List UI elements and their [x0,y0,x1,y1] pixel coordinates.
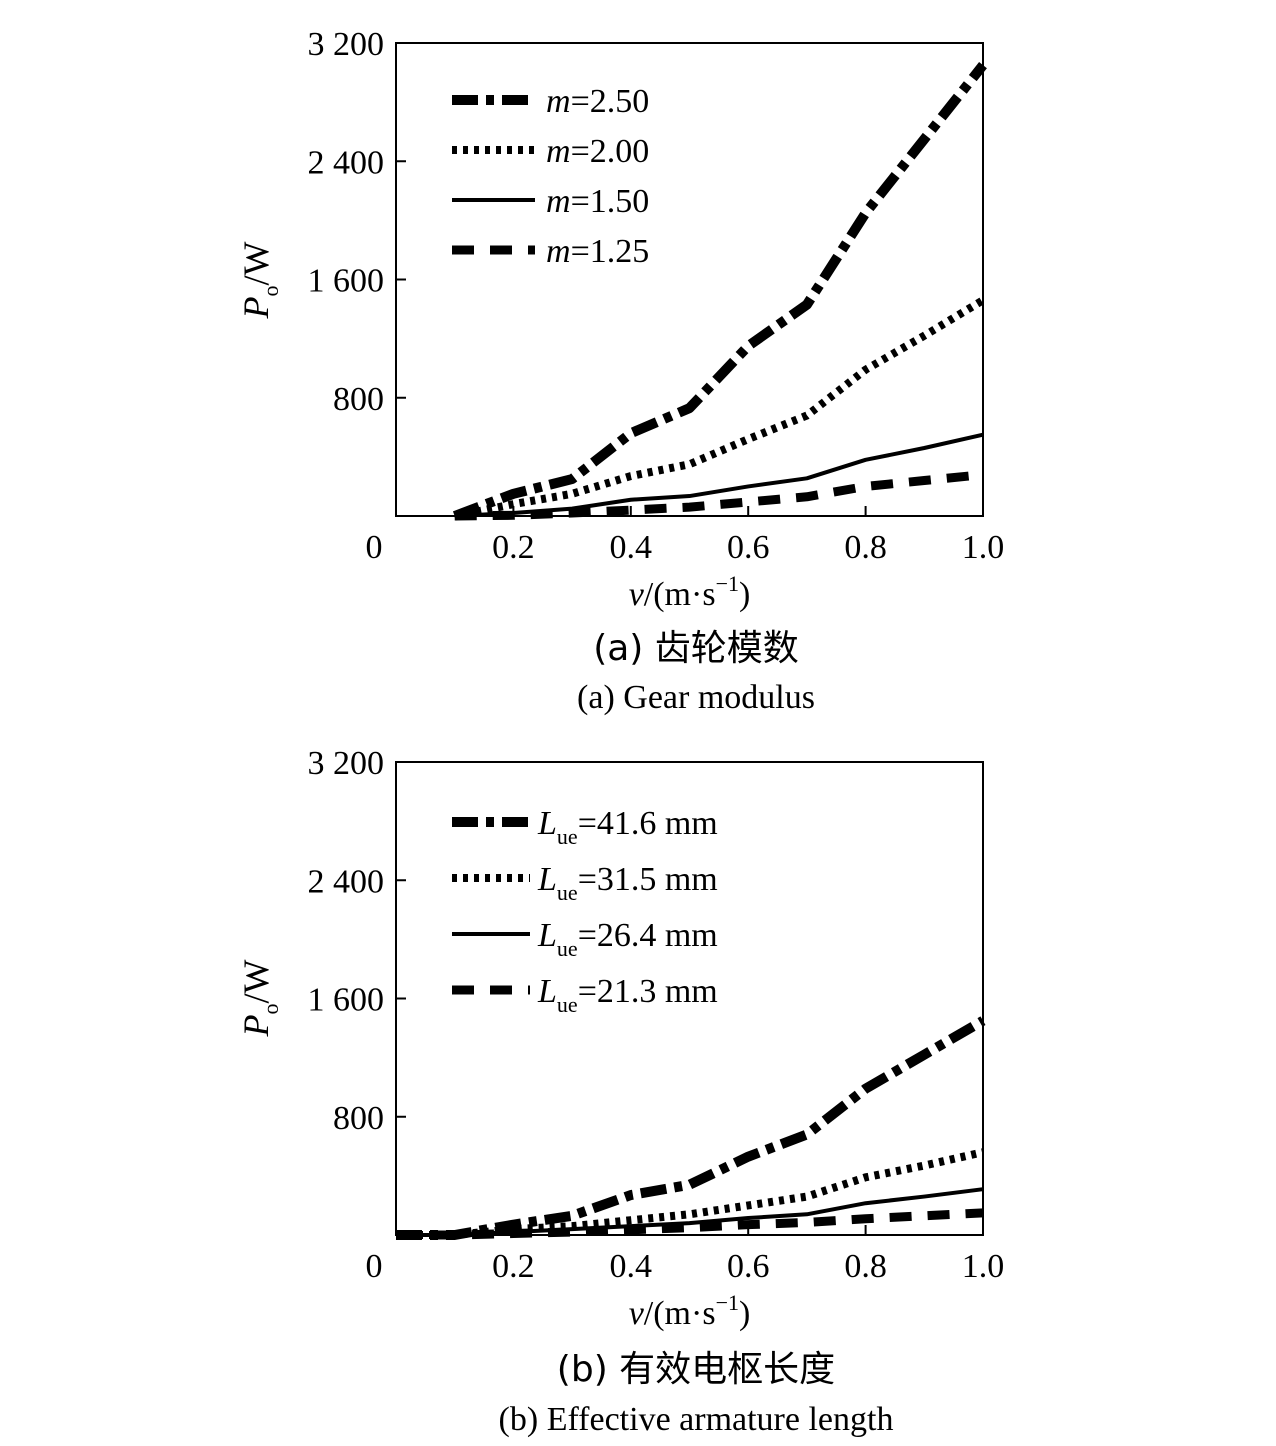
legend-rest: =31.5 mm [578,861,718,898]
legend-sub: ue [557,936,578,961]
legend-var: m [546,183,571,220]
legend: m=2.50m=2.00m=1.50m=1.25 [452,83,649,270]
plot-frame [395,42,984,517]
y-axis-label: Po/W [236,959,283,1037]
y-tick-label: 3 200 [308,26,385,63]
y-tick-label: 1 600 [308,982,385,1019]
chart-panel-b: 800 1 600 2 400 3 200 0.2 0.4 0.6 0.8 1.0 0 v/(m·s… [236,745,1004,1438]
x-tick-label: 0.2 [492,529,535,566]
y-axis-label-unit: /W [236,241,276,285]
series-line-dashdot [396,1016,986,1240]
origin-label: 0 [366,1248,383,1285]
legend-entry: m=1.25 [546,233,649,270]
legend-var: m [546,133,571,170]
legend-sub: ue [557,992,578,1017]
legend-var: m [546,233,571,270]
legend-rest: =1.25 [571,233,650,270]
legend-entry: m=1.50 [546,183,649,220]
x-tick-label: 0.4 [610,529,653,566]
series-line-dashed [396,1208,984,1240]
x-axis-label-close: ) [739,576,750,613]
y-axis-label: Po/W [236,241,283,319]
x-axis-label-var: v [629,576,645,613]
x-axis-label-unit: /(m·s [644,576,716,613]
x-tick-label: 0.4 [610,1248,653,1285]
y-tick-label: 2 400 [308,144,385,181]
legend-rest: =21.3 mm [578,973,718,1010]
legend-rest: =1.50 [571,183,650,220]
y-axis-label-var: P [236,1014,276,1037]
x-axis-label-var: v [629,1295,645,1332]
x-tick-label: 1.0 [962,529,1005,566]
legend-entry: Lue=26.4 mm [537,917,718,961]
y-tick-label: 3 200 [308,745,385,782]
y-tick-label: 2 400 [308,863,385,900]
x-axis-label-unit: /(m·s [644,1295,716,1332]
y-axis-label-unit: /W [236,959,276,1003]
legend-rest: =41.6 mm [578,805,718,842]
legend-entry: Lue=31.5 mm [537,861,718,905]
origin-label: 0 [366,529,383,566]
y-axis-label-var: P [236,296,276,319]
caption-en: (b) Effective armature length [499,1401,894,1438]
caption-cn: (a) 齿轮模数 [593,628,799,669]
x-axis-label: v/(m·s−1) [629,571,751,613]
legend-var: m [546,83,571,120]
x-tick-label: 0.6 [727,1248,770,1285]
x-tick-label: 1.0 [962,1248,1005,1285]
caption-cn: (b) 有效电枢长度 [557,1349,835,1390]
x-axis-label: v/(m·s−1) [629,1290,751,1332]
legend-entry: Lue=21.3 mm [537,973,718,1017]
legend-rest: =26.4 mm [578,917,718,954]
x-axis-label-close: ) [739,1295,750,1332]
x-tick-label: 0.6 [727,529,770,566]
x-axis-label-exp: −1 [716,1290,739,1315]
legend-entry: Lue=41.6 mm [537,805,718,849]
chart-panel-a: 800 1 600 2 400 3 200 0.2 0.4 0.6 0.8 1.0 0 v/(m·s… [236,26,1004,716]
legend-rest: =2.50 [571,83,650,120]
y-axis-label-sub: o [258,1003,283,1014]
legend-var: L [537,973,557,1010]
y-tick-label: 800 [333,381,384,418]
series-line-dashdot [452,62,987,521]
x-tick-label: 0.8 [844,1248,887,1285]
series-line-dashed [454,470,984,521]
x-axis-label-exp: −1 [716,571,739,596]
y-axis-label-sub: o [258,285,283,296]
legend-sub: ue [557,824,578,849]
legend-sub: ue [557,880,578,905]
legend-var: L [537,917,557,954]
legend-var: L [537,805,557,842]
x-tick-label: 0.8 [844,529,887,566]
legend-var: L [537,861,557,898]
caption-en: (a) Gear modulus [577,679,815,716]
y-tick-label: 1 600 [308,263,385,300]
legend-entry: m=2.50 [546,83,649,120]
legend-rest: =2.00 [571,133,650,170]
series-line-dotted [453,296,986,520]
legend-entry: m=2.00 [546,133,649,170]
x-tick-label: 0.2 [492,1248,535,1285]
y-tick-label: 800 [333,1100,384,1137]
